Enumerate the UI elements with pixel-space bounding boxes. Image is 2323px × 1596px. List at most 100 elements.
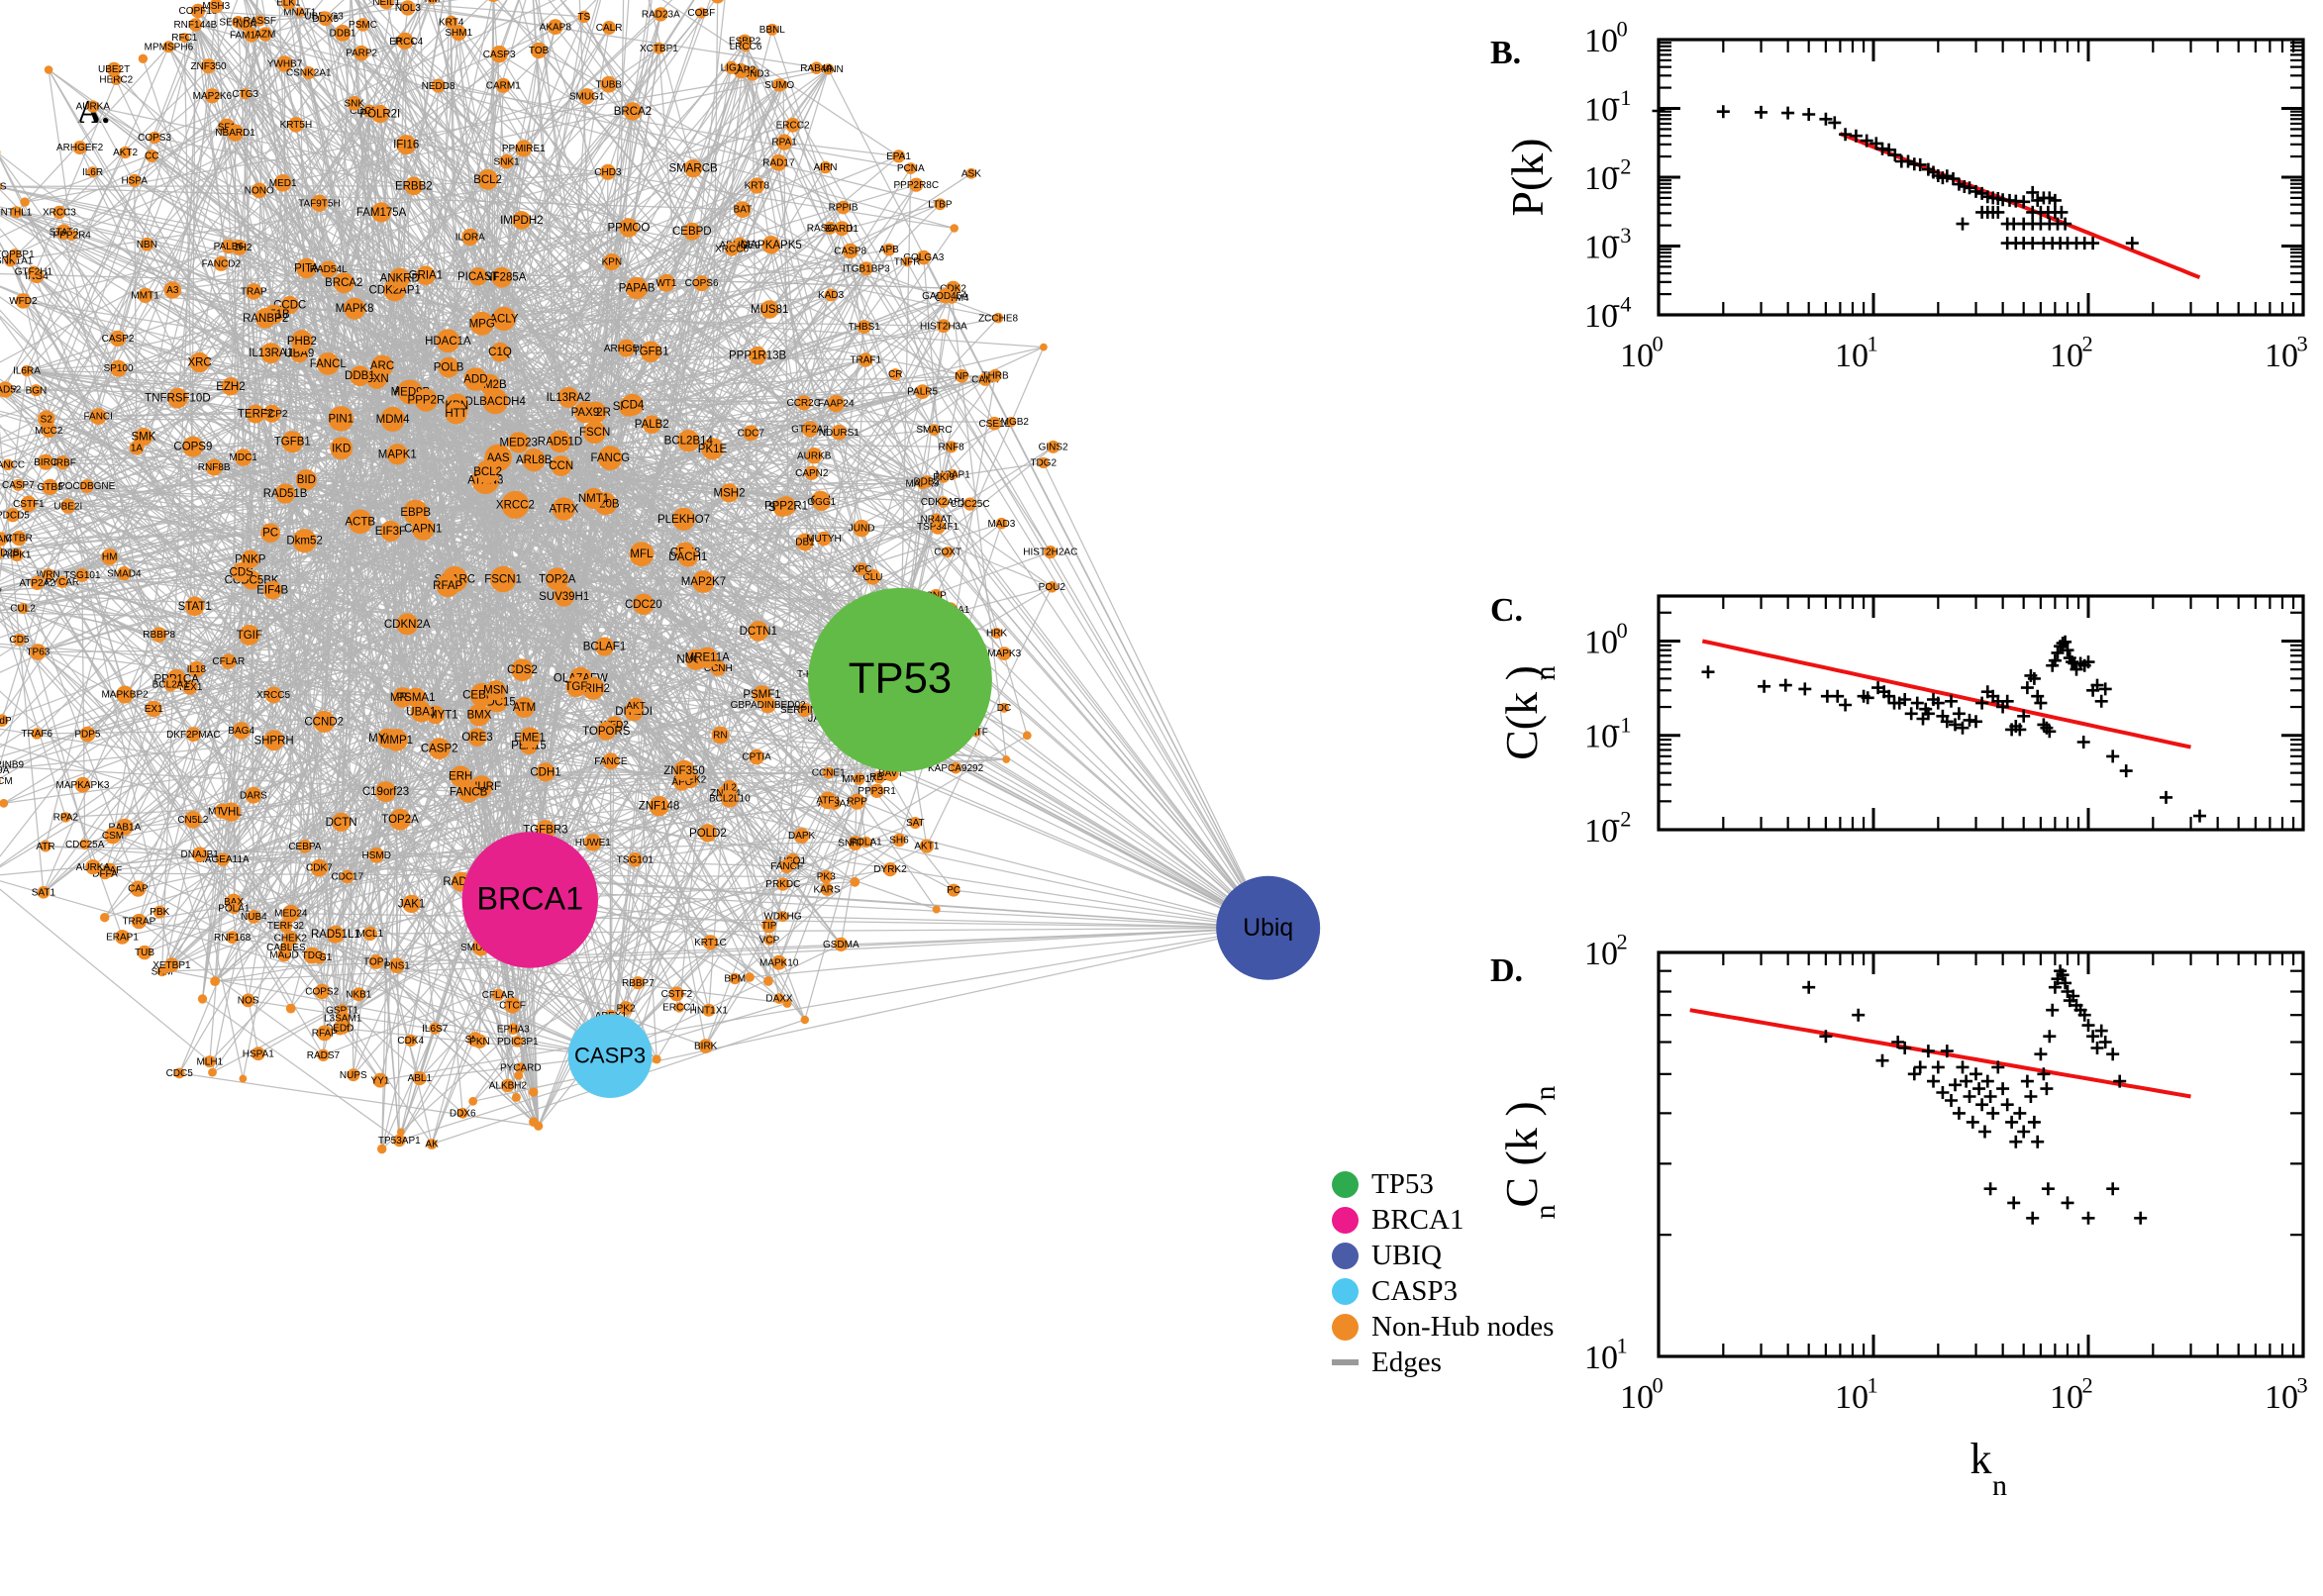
- network-node[interactable]: [853, 772, 865, 785]
- network-node[interactable]: [226, 931, 240, 945]
- network-node[interactable]: [221, 653, 237, 669]
- network-node[interactable]: [30, 644, 47, 660]
- hub-node-circle[interactable]: [567, 1014, 653, 1098]
- network-node[interactable]: [627, 851, 643, 867]
- network-node[interactable]: [810, 61, 823, 74]
- network-node[interactable]: [13, 633, 26, 647]
- network-node[interactable]: [930, 513, 943, 525]
- network-node[interactable]: [355, 18, 370, 32]
- network-node[interactable]: [428, 738, 451, 759]
- network-node[interactable]: [472, 1034, 487, 1048]
- network-node[interactable]: [598, 446, 623, 470]
- network-node[interactable]: [87, 166, 98, 178]
- network-node[interactable]: [370, 104, 389, 124]
- network-node[interactable]: [285, 1003, 296, 1014]
- network-node[interactable]: [1047, 440, 1060, 453]
- network-node[interactable]: [549, 430, 571, 453]
- network-node[interactable]: [295, 469, 317, 491]
- network-node[interactable]: [633, 593, 655, 615]
- network-node[interactable]: [163, 281, 181, 299]
- network-node[interactable]: [402, 894, 421, 914]
- network-node[interactable]: [204, 88, 220, 104]
- network-node[interactable]: [920, 475, 933, 488]
- network-node[interactable]: [882, 243, 896, 256]
- network-node[interactable]: [333, 1021, 348, 1036]
- network-node[interactable]: [621, 393, 644, 416]
- network-node[interactable]: [552, 497, 576, 521]
- network-node[interactable]: [276, 55, 293, 72]
- network-node[interactable]: [101, 549, 119, 565]
- network-node[interactable]: [745, 972, 755, 982]
- network-node[interactable]: [740, 41, 752, 52]
- network-node[interactable]: [565, 676, 587, 697]
- network-node[interactable]: [584, 834, 602, 851]
- network-node[interactable]: [131, 913, 148, 930]
- network-node[interactable]: [602, 752, 620, 770]
- network-node[interactable]: [603, 252, 621, 271]
- network-node[interactable]: [860, 836, 872, 848]
- network-node[interactable]: [673, 759, 695, 781]
- network-node[interactable]: [693, 275, 710, 292]
- network-node[interactable]: [581, 676, 605, 700]
- network-node[interactable]: [106, 61, 122, 77]
- network-node[interactable]: [239, 17, 253, 32]
- network-node[interactable]: [512, 211, 532, 230]
- network-node[interactable]: [683, 158, 703, 178]
- network-node[interactable]: [702, 935, 719, 950]
- network-node[interactable]: [702, 1003, 716, 1017]
- network-node[interactable]: [490, 342, 510, 362]
- network-node[interactable]: [227, 124, 245, 142]
- network-node[interactable]: [546, 567, 569, 591]
- network-node[interactable]: [140, 237, 154, 251]
- network-node[interactable]: [869, 783, 884, 798]
- network-node[interactable]: [529, 1117, 539, 1127]
- network-node[interactable]: [182, 679, 198, 695]
- network-node[interactable]: [0, 546, 4, 560]
- network-node[interactable]: [627, 697, 645, 715]
- network-node[interactable]: [842, 243, 858, 259]
- network-node[interactable]: [12, 478, 25, 491]
- network-node[interactable]: [772, 78, 786, 92]
- network-node[interactable]: [352, 987, 366, 1002]
- network-node[interactable]: [909, 177, 924, 192]
- network-node[interactable]: [938, 471, 950, 483]
- network-node[interactable]: [995, 517, 1008, 530]
- network-node[interactable]: [116, 685, 135, 704]
- network-node[interactable]: [640, 341, 661, 362]
- network-node[interactable]: [60, 812, 71, 823]
- network-node[interactable]: [864, 568, 881, 585]
- network-node[interactable]: [184, 596, 205, 617]
- network-node[interactable]: [919, 839, 935, 853]
- network-node[interactable]: [872, 770, 886, 784]
- network-node[interactable]: [310, 858, 329, 877]
- network-node[interactable]: [669, 986, 684, 1002]
- network-node[interactable]: [619, 218, 639, 238]
- network-node[interactable]: [188, 660, 205, 678]
- network-node[interactable]: [963, 497, 977, 511]
- network-node[interactable]: [209, 0, 224, 14]
- network-node[interactable]: [263, 730, 284, 751]
- network-node[interactable]: [529, 1087, 539, 1097]
- network-node[interactable]: [152, 905, 166, 919]
- network-node[interactable]: [341, 869, 354, 884]
- network-node[interactable]: [937, 319, 951, 334]
- network-node[interactable]: [138, 53, 149, 63]
- network-node[interactable]: [469, 311, 494, 336]
- network-node[interactable]: [368, 954, 384, 969]
- network-node[interactable]: [1040, 343, 1048, 351]
- network-node[interactable]: [749, 748, 764, 765]
- network-node[interactable]: [20, 495, 37, 512]
- network-node[interactable]: [748, 621, 769, 642]
- network-node[interactable]: [653, 42, 665, 54]
- network-node[interactable]: [326, 925, 345, 944]
- network-node[interactable]: [950, 224, 959, 233]
- network-node[interactable]: [404, 1034, 417, 1047]
- network-node[interactable]: [21, 364, 33, 377]
- network-node[interactable]: [31, 728, 43, 740]
- network-node[interactable]: [657, 273, 675, 292]
- network-node[interactable]: [110, 359, 128, 377]
- network-node[interactable]: [414, 388, 438, 412]
- network-node[interactable]: [86, 100, 100, 113]
- network-node[interactable]: [801, 421, 819, 438]
- network-node[interactable]: [184, 810, 202, 829]
